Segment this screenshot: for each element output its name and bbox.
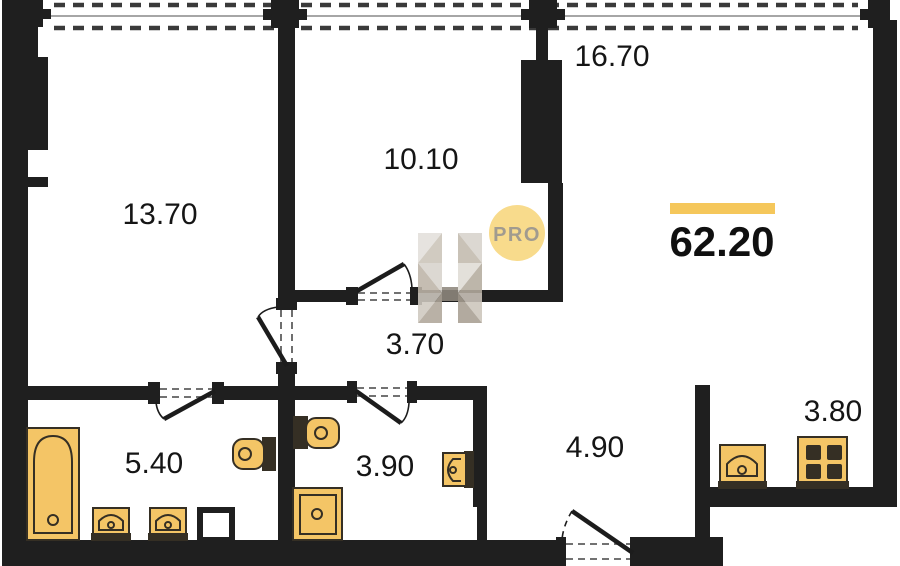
pro-badge-circle (489, 205, 545, 261)
toilet-icon (293, 416, 340, 449)
room-area-label: 3.90 (356, 450, 414, 483)
stove-icon (796, 436, 849, 489)
kitchen-sink-icon (718, 444, 767, 489)
door-wc (354, 387, 410, 425)
room-area-label: 16.70 (574, 40, 649, 73)
washbasin-icon (148, 507, 188, 541)
entry-door (561, 509, 635, 560)
total-area-value: 62.20 (669, 218, 774, 265)
pro-badge: PRO (489, 205, 545, 261)
h-logo-watermark (418, 233, 482, 323)
shower-tray-icon (292, 487, 343, 541)
room-area-label: 3.80 (804, 395, 862, 428)
toilet-icon (232, 437, 276, 471)
total-area: 62.20 (669, 203, 775, 265)
room-area-label: 3.70 (386, 328, 444, 361)
room-area-label: 10.10 (383, 143, 458, 176)
total-area-underline (670, 203, 775, 214)
pro-badge-label: PRO (493, 224, 541, 246)
bathtub-icon (26, 427, 80, 541)
balcony-window-lines (51, 2, 872, 31)
door-bathroom (155, 388, 217, 421)
door-room-to-hall (256, 306, 293, 368)
toilet-icon (442, 451, 474, 488)
washing-machine-icon (197, 507, 235, 543)
room-area-label: 5.40 (125, 447, 183, 480)
door-corridor (355, 262, 413, 301)
room-area-label: 13.70 (122, 198, 197, 231)
room-area-label: 4.90 (566, 431, 624, 464)
washbasin-icon (91, 507, 131, 541)
